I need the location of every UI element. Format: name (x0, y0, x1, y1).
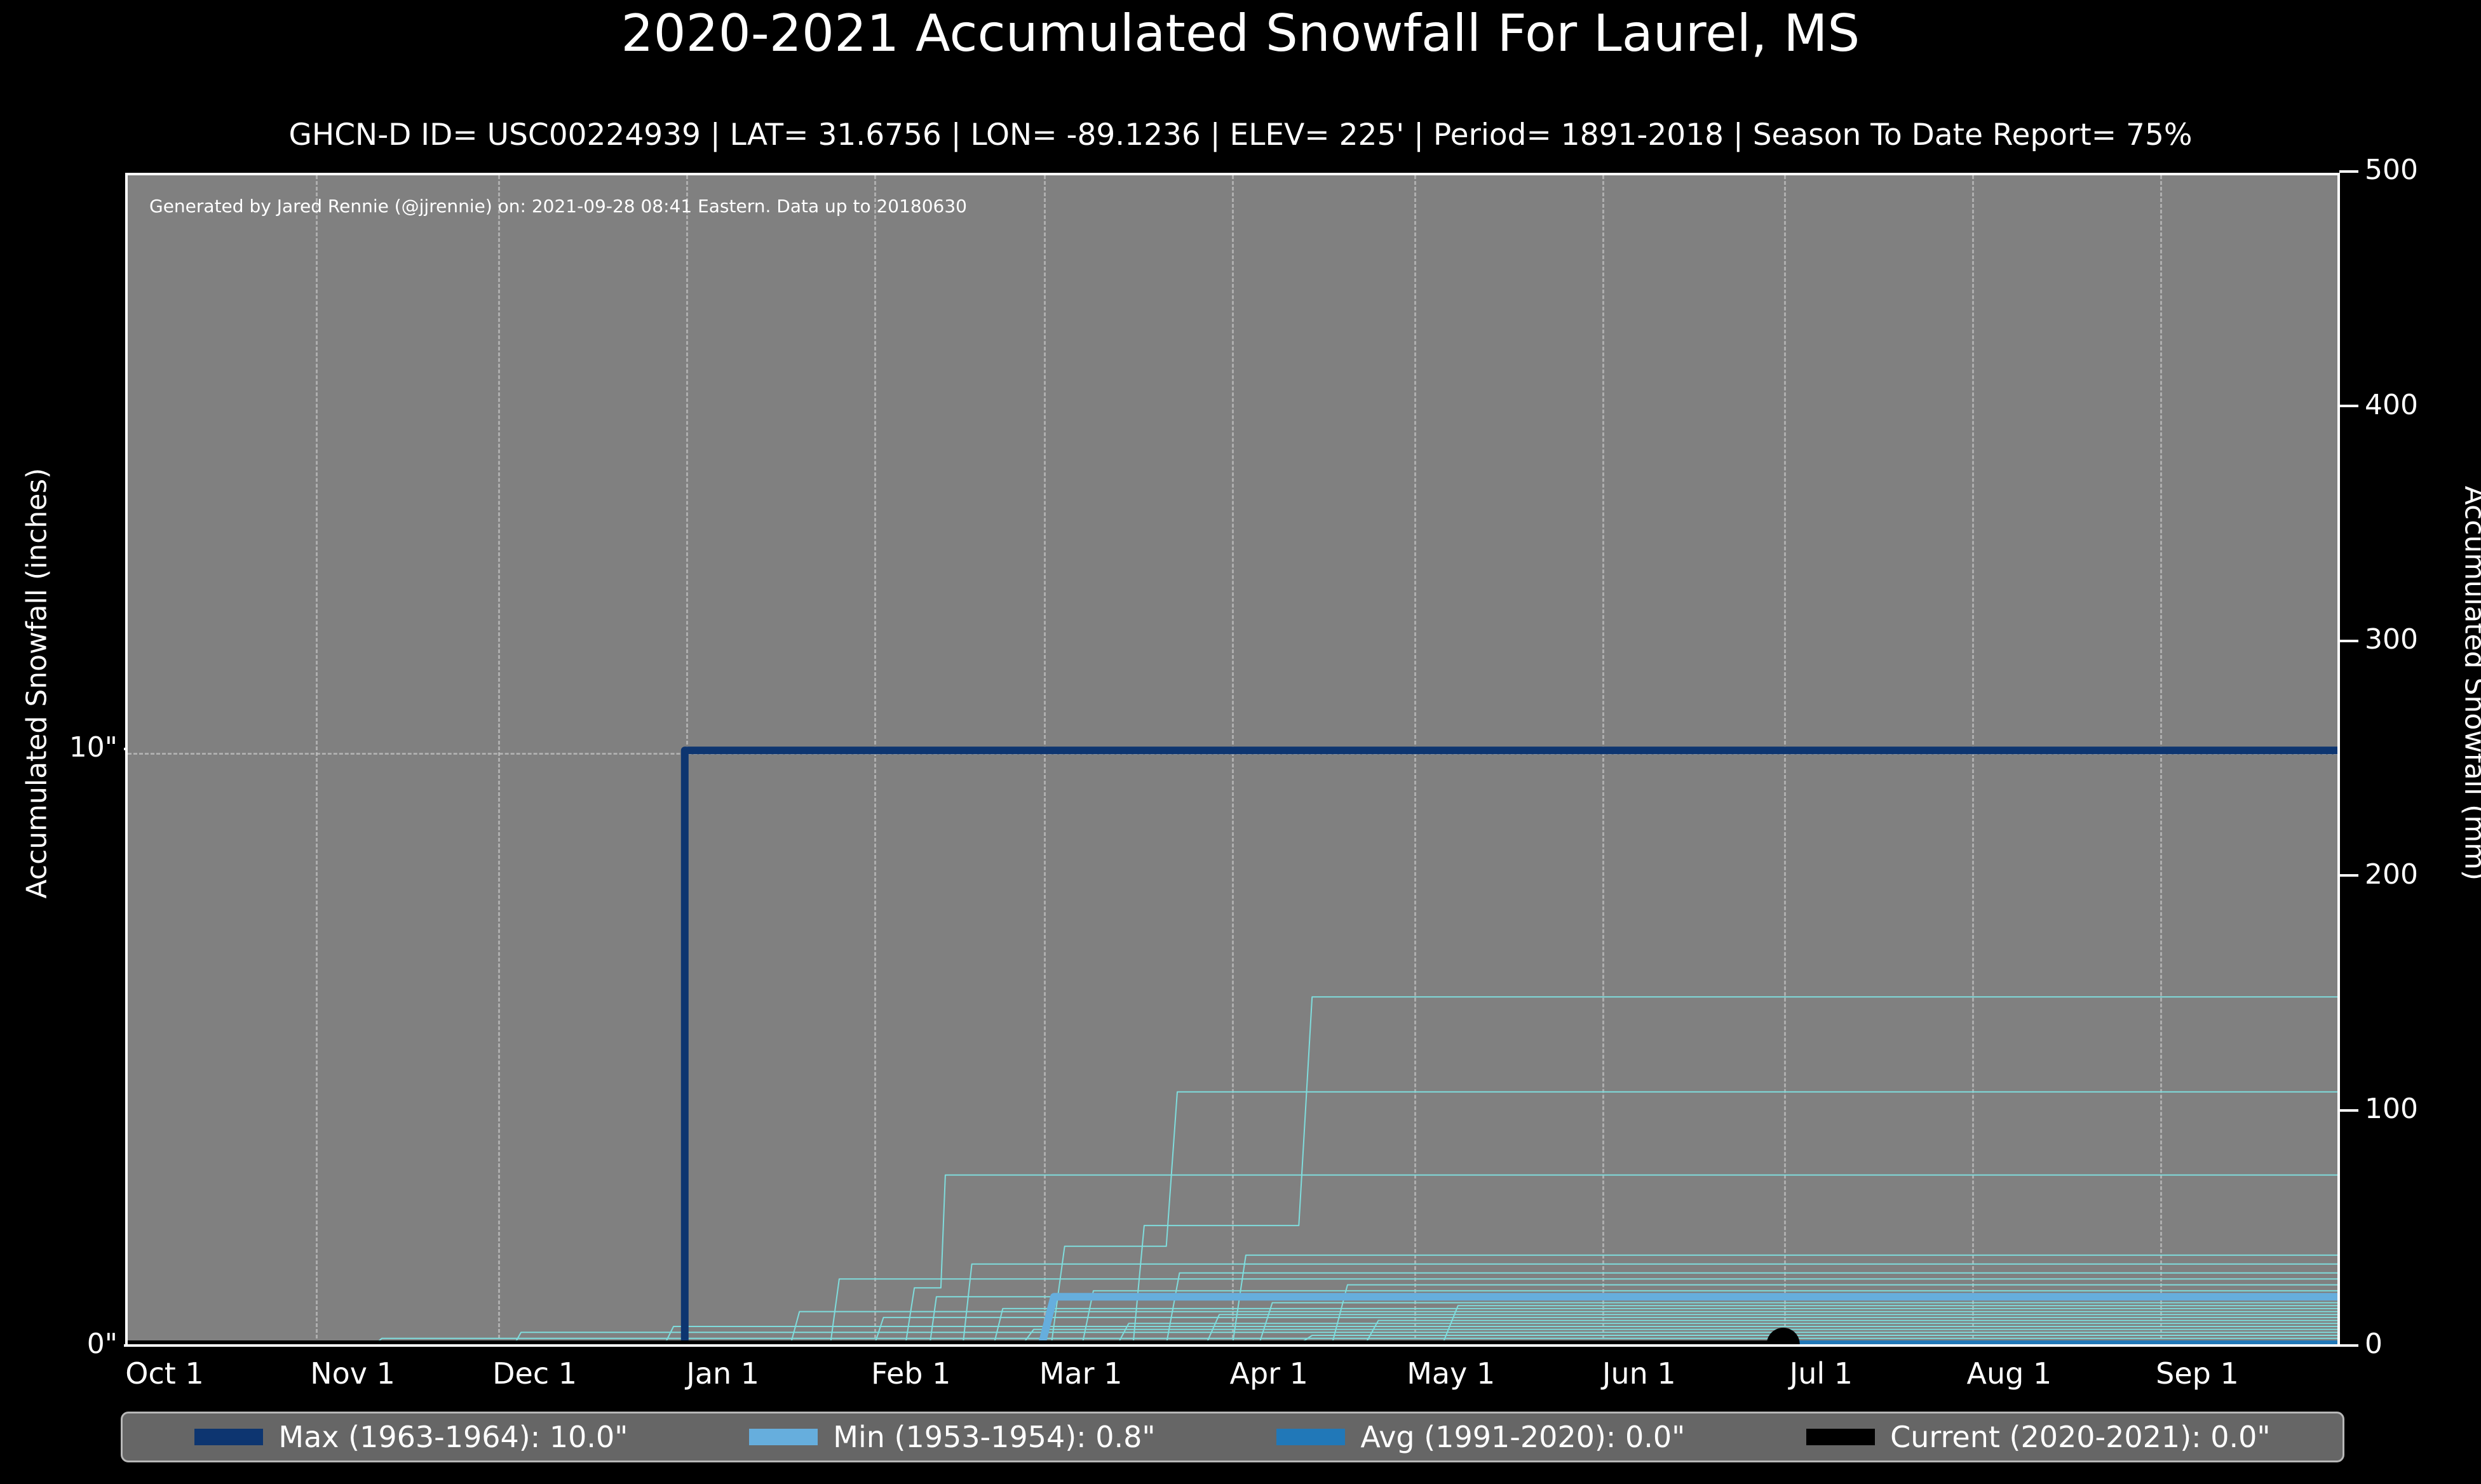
tick-mark (2339, 170, 2358, 173)
gridline-vertical (1972, 175, 1975, 1344)
x-tick: Feb 1 (871, 1356, 951, 1391)
tick-mark (2339, 1109, 2358, 1112)
historical-season-trace (128, 1318, 2337, 1344)
legend-label-max: Max (1963-1964): 10.0" (278, 1420, 628, 1454)
chart-subtitle: GHCN-D ID= USC00224939 | LAT= 31.6756 | … (288, 118, 2193, 152)
y-tick-right: 300 (2339, 623, 2418, 656)
x-tick: Dec 1 (492, 1356, 578, 1391)
historical-season-trace (128, 1279, 2337, 1344)
historical-season-trace (128, 1321, 2337, 1344)
legend-item-avg[interactable]: Avg (1991-2020): 0.0" (1276, 1420, 1685, 1454)
legend-label-current: Current (2020-2021): 0.0" (1890, 1420, 2271, 1454)
gridline-vertical (1232, 175, 1234, 1344)
legend-label-min: Min (1953-1954): 0.8" (833, 1420, 1156, 1454)
plot-area: Generated by Jared Rennie (@jjrennie) on… (125, 173, 2340, 1347)
historical-season-trace (128, 1330, 2337, 1344)
y-tick-left: 0" (87, 1328, 143, 1360)
historical-season-trace (128, 1335, 2337, 1344)
x-tick: May 1 (1407, 1356, 1496, 1391)
x-tick: Oct 1 (125, 1356, 204, 1391)
series-line-min (128, 1297, 2337, 1344)
gridline-vertical (1414, 175, 1416, 1344)
gridline-vertical (1044, 175, 1046, 1344)
tick-mark (2339, 405, 2358, 408)
page-title: 2020-2021 Accumulated Snowfall For Laure… (621, 4, 1860, 63)
x-tick: Apr 1 (1229, 1356, 1308, 1391)
legend-swatch-min (749, 1429, 818, 1445)
y-tick-right: 0 (2339, 1328, 2383, 1360)
tick-mark (2339, 1344, 2358, 1347)
historical-season-trace (128, 997, 2337, 1344)
historical-season-trace (128, 1303, 2337, 1344)
gridline-vertical (316, 175, 318, 1344)
current-end-marker (1766, 1328, 1800, 1344)
legend-item-max[interactable]: Max (1963-1964): 10.0" (194, 1420, 628, 1454)
historical-season-trace (128, 1291, 2337, 1344)
series-layer (128, 175, 2337, 1344)
y-axis-label-right: Accumulated Snowfall (mm) (2458, 485, 2481, 881)
historical-season-trace (128, 1314, 2337, 1344)
legend-item-current[interactable]: Current (2020-2021): 0.0" (1806, 1420, 2271, 1454)
historical-season-trace (128, 1326, 2337, 1344)
legend-item-min[interactable]: Min (1953-1954): 0.8" (749, 1420, 1156, 1454)
y-tick-left: 10" (69, 731, 143, 764)
historical-season-trace (128, 1092, 2337, 1344)
x-tick: Jan 1 (686, 1356, 760, 1391)
y-axis-label-left: Accumulated Snowfall (inches) (20, 468, 53, 899)
tick-mark (2339, 639, 2358, 642)
historical-season-trace (128, 1323, 2337, 1344)
x-tick: Mar 1 (1039, 1356, 1123, 1391)
historical-season-trace (128, 1312, 2337, 1344)
y-tick-right: 400 (2339, 389, 2418, 421)
gridline-vertical (874, 175, 876, 1344)
historical-season-trace (128, 1264, 2337, 1344)
credit-text: Generated by Jared Rennie (@jjrennie) on… (149, 196, 967, 217)
gridline-vertical (1602, 175, 1604, 1344)
historical-season-trace (128, 1273, 2337, 1344)
x-tick: Jul 1 (1789, 1356, 1853, 1391)
x-tick: Jun 1 (1602, 1356, 1676, 1391)
legend-label-avg: Avg (1991-2020): 0.0" (1360, 1420, 1686, 1454)
chart-legend: Max (1963-1964): 10.0" Min (1953-1954): … (121, 1412, 2344, 1462)
legend-swatch-avg (1276, 1429, 1346, 1445)
tick-mark (2339, 874, 2358, 877)
historical-season-trace (128, 1309, 2337, 1344)
gridline-vertical (2160, 175, 2163, 1344)
y-tick-right: 500 (2339, 154, 2418, 186)
x-tick: Aug 1 (1966, 1356, 2052, 1391)
gridline-vertical (497, 175, 500, 1344)
legend-swatch-max (194, 1429, 264, 1445)
gridline-vertical (1784, 175, 1787, 1344)
historical-season-trace (128, 1285, 2337, 1345)
x-tick: Nov 1 (310, 1356, 395, 1391)
series-line-max (128, 750, 2337, 1344)
legend-swatch-current (1806, 1429, 1876, 1445)
historical-season-trace (128, 1305, 2337, 1344)
historical-season-trace (128, 1175, 2337, 1344)
x-tick: Sep 1 (2156, 1356, 2239, 1391)
y-tick-right: 200 (2339, 858, 2418, 891)
y-tick-right: 100 (2339, 1093, 2418, 1125)
